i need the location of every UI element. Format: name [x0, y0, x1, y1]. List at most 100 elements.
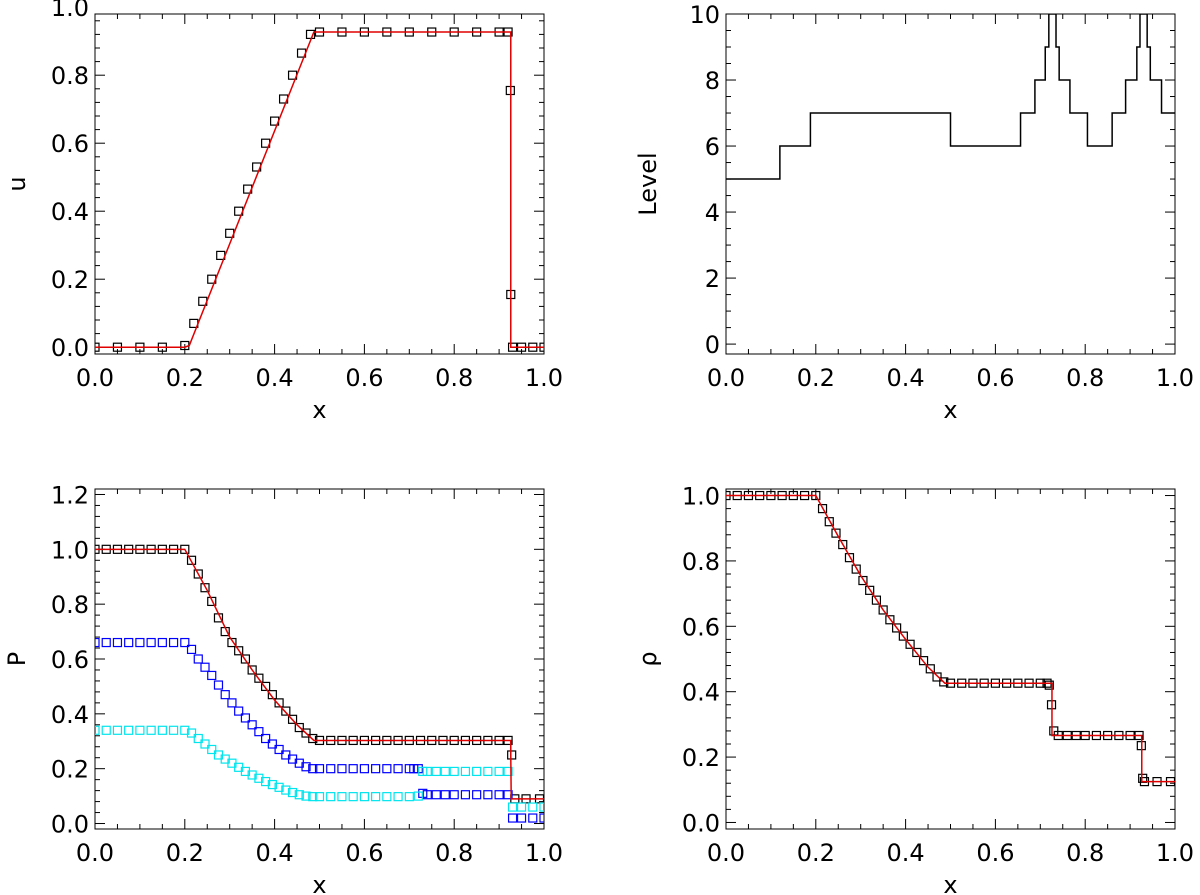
series-level-line	[726, 14, 1175, 180]
data-point	[240, 713, 251, 723]
data-point	[287, 714, 298, 724]
data-point	[254, 673, 264, 683]
data-point	[507, 802, 518, 812]
data-point	[95, 637, 100, 648]
chart-panel-rho: 0.0 0.2 0.4 0.6 0.8 1.0 0.0 0.2 0.4 0.6 0.8 1.0 x ρ	[634, 483, 1194, 895]
data-point	[851, 564, 861, 574]
data-point	[1044, 680, 1054, 690]
data-point	[112, 725, 123, 735]
data-point	[200, 739, 210, 749]
x-tick-label: 0.6	[976, 839, 1014, 867]
chart-panel-level: 0.0 0.2 0.4 0.6 0.8 1.0 0 2 4 6 8 10 x Level	[634, 1, 1194, 424]
data-point	[925, 664, 935, 674]
data-point	[516, 802, 527, 812]
x-tick-label: 1.0	[1156, 839, 1194, 867]
data-point	[528, 813, 538, 823]
data-point	[168, 637, 179, 648]
data-point	[932, 672, 942, 682]
y-tick-label: 4	[705, 199, 720, 227]
x-tick-label: 0.8	[1066, 364, 1104, 392]
data-point	[124, 637, 134, 648]
y-axis-label: P	[3, 652, 31, 666]
data-point	[220, 690, 230, 700]
data-point	[483, 766, 493, 777]
data-point	[507, 750, 517, 760]
y-tick-label: 6	[705, 133, 720, 161]
data-point	[274, 782, 284, 792]
data-point	[305, 29, 316, 39]
data-point	[326, 764, 336, 774]
data-point	[267, 690, 277, 700]
data-point	[308, 792, 318, 802]
plot-frame	[94, 488, 545, 830]
data-point	[528, 802, 538, 812]
y-tick-label: 0.4	[682, 679, 720, 707]
data-point	[180, 725, 190, 735]
data-point	[240, 654, 251, 664]
data-point	[274, 744, 284, 755]
x-tick-label: 0.6	[345, 364, 383, 392]
chart-panel-P: 0.0 0.2 0.4 0.6 0.8 1.0 0.0 0.2 0.4 0.6 0.8 1.0 1.2 x…	[3, 481, 563, 895]
data-point	[95, 725, 100, 735]
x-tick-label: 1.0	[1156, 364, 1194, 392]
data-point	[472, 766, 482, 777]
x-axis-label: x	[312, 871, 326, 895]
data-point	[413, 791, 423, 801]
data-point	[146, 637, 156, 648]
data-point	[186, 644, 197, 655]
y-tick-label: 0.0	[51, 334, 89, 362]
data-point	[371, 792, 381, 802]
x-tick-label: 0.6	[345, 839, 383, 867]
data-point	[287, 787, 298, 798]
data-point	[337, 764, 347, 774]
series-component-2	[95, 725, 544, 812]
data-point	[503, 790, 513, 800]
data-point	[180, 637, 190, 648]
y-tick-label: 0.8	[51, 62, 89, 90]
data-point	[247, 665, 257, 675]
data-point	[539, 802, 544, 812]
data-point	[440, 790, 450, 800]
data-point	[301, 791, 311, 801]
data-point	[157, 637, 167, 648]
y-tick-label: 0.8	[682, 548, 720, 576]
x-tick-label: 0.0	[76, 839, 114, 867]
data-point	[507, 813, 518, 823]
y-axis-label: Level	[634, 152, 662, 215]
chart-panel-u: 0.0 0.2 0.4 0.6 0.8 1.0 0.0 0.2 0.4 0.6 0.8 1.0 x u	[3, 0, 563, 424]
data-point	[838, 539, 848, 550]
data-point	[314, 764, 325, 774]
data-point	[503, 766, 513, 777]
data-point	[359, 792, 369, 802]
y-axis-label: u	[3, 176, 31, 191]
data-point	[294, 722, 304, 733]
x-tick-label: 0.4	[256, 839, 294, 867]
y-tick-label: 0.2	[51, 266, 89, 294]
y-tick-label: 0.2	[682, 744, 720, 772]
data-point	[112, 637, 123, 648]
data-point	[193, 733, 203, 744]
y-tick-label: 1.0	[682, 483, 720, 511]
series-exact-line	[95, 31, 544, 348]
x-tick-label: 0.6	[976, 364, 1014, 392]
data-point	[261, 776, 271, 787]
y-tick-label: 0.8	[51, 591, 89, 619]
data-point	[460, 790, 471, 800]
data-point	[213, 680, 224, 690]
data-point	[157, 725, 167, 735]
x-tick-label: 0.2	[797, 839, 835, 867]
data-point	[207, 744, 217, 755]
data-point	[382, 764, 392, 774]
data-point	[393, 792, 403, 802]
y-axis-label: ρ	[634, 651, 662, 666]
data-point	[359, 764, 369, 774]
y-tick-label: 0.6	[51, 130, 89, 158]
data-point	[422, 766, 432, 777]
data-point	[912, 647, 922, 658]
y-tick-label: 0.4	[51, 198, 89, 226]
data-point	[878, 605, 888, 615]
data-point	[207, 670, 217, 681]
x-tick-label: 0.0	[76, 364, 114, 392]
x-tick-label: 0.2	[797, 364, 835, 392]
x-tick-label: 1.0	[525, 839, 563, 867]
